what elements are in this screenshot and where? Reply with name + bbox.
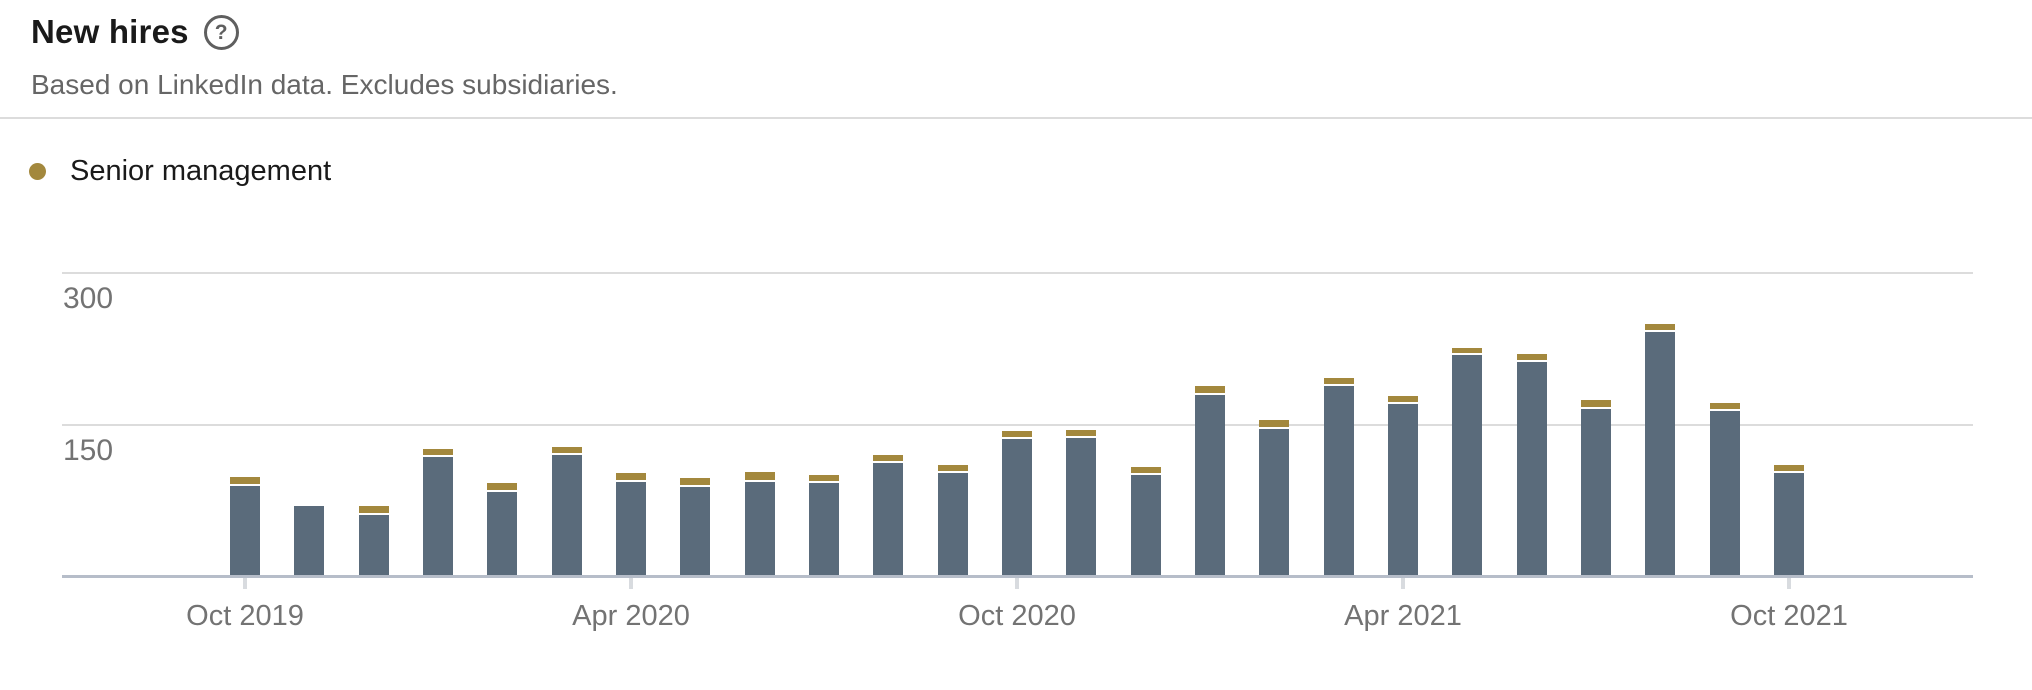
all-hires-segment [1388, 404, 1418, 575]
bar-sep-2021[interactable] [1710, 403, 1740, 575]
senior-management-segment [1066, 430, 1096, 438]
bar-mar-2020[interactable] [552, 447, 582, 575]
all-hires-segment [1774, 473, 1804, 575]
all-hires-segment [359, 515, 389, 575]
bar-feb-2021[interactable] [1259, 420, 1289, 575]
all-hires-segment [552, 455, 582, 575]
all-hires-segment [1066, 438, 1096, 575]
senior-management-legend-dot-icon [29, 163, 46, 180]
senior-management-segment [745, 472, 775, 482]
senior-management-segment [1259, 420, 1289, 429]
legend-item-senior-management[interactable]: Senior management [70, 155, 332, 187]
bar-mar-2021[interactable] [1324, 378, 1354, 575]
senior-management-segment [487, 483, 517, 492]
senior-management-segment [1388, 396, 1418, 404]
all-hires-segment [1452, 355, 1482, 575]
x-tick-apr-2020 [629, 578, 633, 589]
all-hires-segment [1195, 395, 1225, 575]
senior-management-segment [938, 465, 968, 473]
x-axis-label-apr-2021: Apr 2021 [1344, 600, 1462, 632]
senior-management-segment [680, 478, 710, 487]
all-hires-segment [938, 473, 968, 575]
help-icon[interactable]: ? [203, 14, 239, 50]
bar-dec-2020[interactable] [1131, 467, 1161, 575]
bar-oct-2021[interactable] [1774, 465, 1804, 575]
x-axis-label-oct-2019: Oct 2019 [186, 600, 304, 632]
gridline-150 [62, 424, 1973, 426]
all-hires-segment [1131, 475, 1161, 575]
all-hires-segment [1517, 362, 1547, 575]
x-tick-oct-2020 [1015, 578, 1019, 589]
senior-management-segment [1645, 324, 1675, 332]
header-divider [0, 117, 2032, 119]
bar-jul-2021[interactable] [1581, 400, 1611, 575]
bar-may-2021[interactable] [1452, 348, 1482, 575]
all-hires-segment [230, 486, 260, 575]
x-axis-line [62, 575, 1973, 578]
senior-management-segment [1710, 403, 1740, 411]
all-hires-segment [423, 457, 453, 575]
header: New hires ? [31, 13, 239, 51]
x-axis-label-oct-2021: Oct 2021 [1730, 600, 1848, 632]
all-hires-segment [680, 487, 710, 575]
senior-management-segment [1517, 354, 1547, 362]
all-hires-segment [873, 463, 903, 575]
senior-management-segment [809, 475, 839, 483]
senior-management-segment [552, 447, 582, 455]
all-hires-segment [1710, 411, 1740, 575]
x-tick-apr-2021 [1401, 578, 1405, 589]
bar-jun-2021[interactable] [1517, 354, 1547, 575]
bar-nov-2019[interactable] [294, 506, 324, 575]
all-hires-segment [809, 483, 839, 575]
chart-title: New hires [31, 13, 189, 50]
bar-feb-2020[interactable] [487, 483, 517, 575]
bar-may-2020[interactable] [680, 478, 710, 575]
senior-management-segment [359, 506, 389, 515]
senior-management-segment [1131, 467, 1161, 475]
x-tick-oct-2021 [1787, 578, 1791, 589]
all-hires-segment [745, 482, 775, 575]
all-hires-segment [616, 482, 646, 575]
bar-nov-2020[interactable] [1066, 430, 1096, 575]
all-hires-segment [1324, 386, 1354, 575]
senior-management-segment [423, 449, 453, 457]
bar-apr-2021[interactable] [1388, 396, 1418, 575]
senior-management-segment [1324, 378, 1354, 386]
bar-oct-2019[interactable] [230, 477, 260, 575]
senior-management-segment [616, 473, 646, 482]
y-axis-label-300: 300 [63, 282, 114, 315]
x-axis-label-oct-2020: Oct 2020 [958, 600, 1076, 632]
senior-management-segment [873, 455, 903, 463]
all-hires-segment [487, 492, 517, 575]
all-hires-segment [1581, 409, 1611, 575]
bar-jul-2020[interactable] [809, 475, 839, 575]
senior-management-segment [1452, 348, 1482, 355]
bar-apr-2020[interactable] [616, 473, 646, 575]
all-hires-segment [1002, 439, 1032, 575]
bar-jan-2021[interactable] [1195, 386, 1225, 575]
bar-oct-2020[interactable] [1002, 431, 1032, 575]
x-axis-label-apr-2020: Apr 2020 [572, 600, 690, 632]
senior-management-segment [1195, 386, 1225, 395]
all-hires-segment [1259, 429, 1289, 575]
x-tick-oct-2019 [243, 578, 247, 589]
y-axis-label-150: 150 [63, 434, 114, 467]
senior-management-segment [230, 477, 260, 486]
all-hires-segment [294, 506, 324, 575]
all-hires-segment [1645, 332, 1675, 575]
bar-jan-2020[interactable] [423, 449, 453, 575]
bar-sep-2020[interactable] [938, 465, 968, 575]
bar-jun-2020[interactable] [745, 472, 775, 575]
senior-management-segment [1002, 431, 1032, 439]
legend: Senior management [29, 155, 331, 188]
gridline-300 [62, 272, 1973, 274]
bar-dec-2019[interactable] [359, 506, 389, 575]
bar-aug-2020[interactable] [873, 455, 903, 575]
senior-management-segment [1774, 465, 1804, 473]
bar-aug-2021[interactable] [1645, 324, 1675, 575]
chart-subtitle: Based on LinkedIn data. Excludes subsidi… [31, 69, 618, 100]
senior-management-segment [1581, 400, 1611, 409]
